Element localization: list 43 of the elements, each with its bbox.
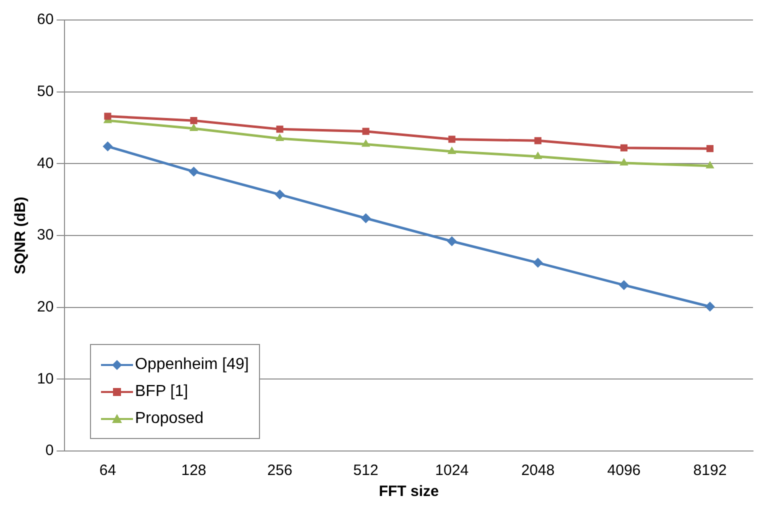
y-tick-label: 40 — [36, 154, 54, 172]
point — [706, 145, 714, 152]
y-tick-label: 30 — [36, 226, 54, 244]
x-tick-label: 64 — [99, 462, 116, 480]
point — [446, 236, 457, 246]
point — [534, 151, 542, 159]
y-axis-title: SQNR (dB) — [12, 196, 30, 274]
legend-label: Oppenheim [49] — [135, 355, 249, 375]
point — [190, 117, 198, 124]
point — [360, 213, 371, 224]
point — [534, 137, 542, 144]
point — [704, 302, 715, 312]
point — [706, 160, 714, 168]
x-tick-label: 128 — [181, 462, 206, 480]
point — [102, 141, 113, 152]
x-tick-label: 2048 — [521, 462, 555, 480]
x-tick-label: 4096 — [607, 462, 641, 480]
point — [188, 166, 199, 177]
x-tick-label: 8192 — [693, 462, 727, 480]
point — [275, 134, 284, 142]
point — [361, 139, 370, 147]
point — [532, 258, 543, 268]
y-tick-label: 0 — [45, 442, 54, 460]
point — [448, 146, 456, 154]
x-tick-label: 256 — [267, 462, 292, 480]
point — [274, 190, 285, 200]
point — [620, 144, 628, 152]
y-tick-label: 20 — [36, 298, 54, 316]
point — [276, 126, 284, 133]
point — [189, 123, 198, 131]
point — [448, 136, 456, 143]
x-tick-label: 1024 — [435, 462, 469, 480]
y-tick-label: 10 — [36, 370, 54, 388]
legend-label: Proposed — [135, 409, 204, 429]
x-axis-title: FFT size — [378, 483, 439, 500]
point — [620, 158, 628, 166]
legend-label: BFP [1] — [135, 382, 188, 402]
point — [362, 128, 370, 135]
y-tick-label: 60 — [36, 11, 54, 28]
x-tick-label: 512 — [353, 462, 378, 480]
y-tick-label: 50 — [36, 82, 54, 100]
point — [618, 280, 629, 290]
point — [104, 112, 112, 120]
